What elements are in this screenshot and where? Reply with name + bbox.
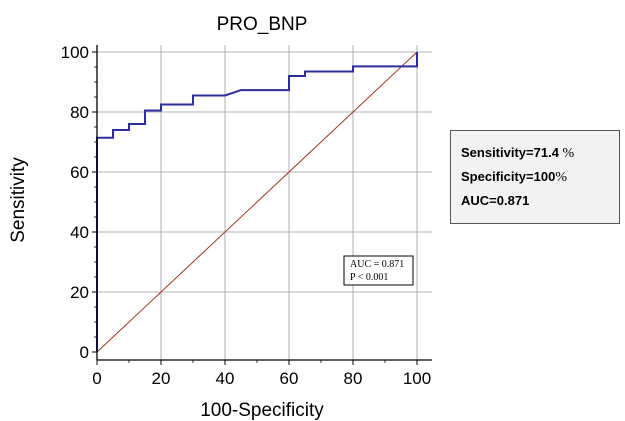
roc-curve-line <box>96 52 418 352</box>
y-tick-label: 60 <box>70 163 89 182</box>
auc-stat: AUC=0.871 <box>461 189 619 212</box>
auc-label: AUC= <box>461 193 497 208</box>
x-tick-label: 80 <box>344 369 363 388</box>
stats-summary-box: Sensitivity=71.4 % Specificity=100% AUC=… <box>450 130 620 224</box>
specificity-unit: % <box>555 170 567 185</box>
chart-title: PRO_BNP <box>217 14 308 35</box>
x-tick-label: 100 <box>403 369 431 388</box>
x-tick-label: 60 <box>280 369 299 388</box>
plot-area <box>97 45 432 360</box>
y-tick-label: 80 <box>70 103 89 122</box>
grid-lines <box>97 45 432 360</box>
reference-diagonal-line <box>96 51 418 353</box>
x-tick-label: 0 <box>92 369 101 388</box>
auc-legend-line: AUC = 0.871 <box>350 259 404 270</box>
x-tick-label: 20 <box>152 369 171 388</box>
auc-legend-frame <box>343 255 414 286</box>
sensitivity-value: 71.4 <box>533 145 559 160</box>
x-axis-title: 100-Specificity <box>200 400 324 421</box>
y-tick-label: 20 <box>70 283 89 302</box>
auc-legend-box: AUC = 0.871 P < 0.001 <box>343 255 414 286</box>
x-tick-label: 40 <box>216 369 235 388</box>
y-tick-label: 40 <box>70 223 89 242</box>
sensitivity-stat: Sensitivity=71.4 % <box>461 141 619 165</box>
roc-chart: PRO_BNP 0 20 40 60 80 100 0 20 40 60 80 100 100-Spe… <box>8 14 432 421</box>
specificity-value: 100 <box>533 169 556 184</box>
sensitivity-unit: % <box>558 146 575 161</box>
sensitivity-label: Sensitivity= <box>461 145 534 160</box>
auc-value: 0.871 <box>496 193 530 208</box>
tick-labels: 0 20 40 60 80 100 0 20 40 60 80 100 <box>61 43 432 388</box>
specificity-label: Specificity= <box>461 169 534 184</box>
specificity-stat: Specificity=100% <box>461 165 619 189</box>
y-tick-label: 100 <box>61 43 89 62</box>
p-value-legend-line: P < 0.001 <box>350 272 388 283</box>
y-axis-title: Sensitivity <box>8 157 29 243</box>
y-tick-label: 0 <box>80 343 89 362</box>
